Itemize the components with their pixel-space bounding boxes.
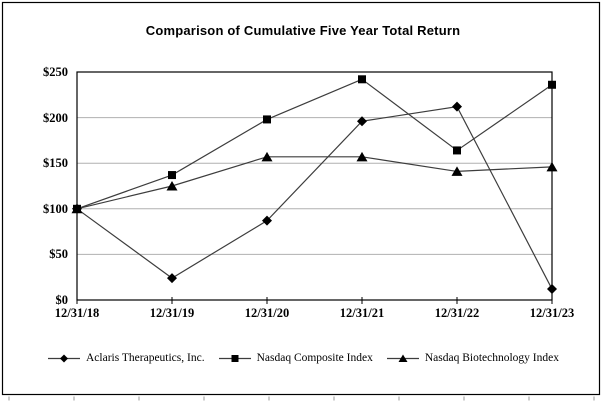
diamond-marker [452, 101, 462, 112]
square-line-marker-icon [218, 354, 251, 362]
series-square [73, 75, 556, 213]
outer-frame [1, 1, 601, 396]
axis-ticks [76, 297, 553, 304]
series-diamond [72, 101, 557, 295]
x-axis-label: 12/31/22 [434, 306, 480, 320]
x-axis-label: 12/31/20 [244, 306, 290, 320]
y-axis-label: $0 [55, 293, 69, 307]
series-line [76, 156, 553, 210]
chart-title: Comparison of Cumulative Five Year Total… [145, 23, 461, 38]
diamond-marker [262, 215, 272, 226]
y-axis-label: $100 [43, 201, 68, 216]
square-marker [263, 115, 271, 124]
triangle-line-marker-icon [386, 354, 419, 362]
series-line [76, 105, 553, 290]
legend-label: Nasdaq Composite Index [256, 352, 373, 364]
triangle-marker [261, 151, 273, 162]
y-axis-label: $50 [49, 247, 68, 262]
legend-label: Nasdaq Biotechnology Index [424, 352, 559, 364]
gridlines [77, 117, 552, 255]
y-axis-label: $150 [43, 156, 68, 171]
legend-label: Aclaris Therapeutics, Inc. [86, 352, 205, 364]
diamond-marker [357, 116, 367, 127]
square-marker [358, 75, 366, 84]
diamond-marker [167, 273, 177, 284]
legend-item-nasdaq-biotech: Nasdaq Biotechnology Index [386, 352, 559, 364]
diamond-marker [547, 284, 557, 295]
square-marker [548, 80, 556, 89]
triangle-marker [451, 166, 463, 176]
x-axis-label: 12/31/18 [54, 306, 100, 320]
x-axis-label: 12/31/21 [339, 306, 385, 320]
y-axis-label: $250 [43, 65, 68, 79]
square-marker [73, 204, 81, 213]
legend: Aclaris Therapeutics, Inc. Nasdaq Compos… [0, 352, 606, 364]
triangle-marker [546, 161, 558, 172]
series-triangle [71, 151, 558, 214]
plot-border [76, 71, 553, 301]
square-marker [453, 146, 461, 155]
x-axis-label: 12/31/19 [149, 306, 195, 320]
square-marker [168, 171, 176, 180]
table-edge-ticks [8, 396, 595, 401]
triangle-marker [356, 151, 368, 162]
legend-item-nasdaq-composite: Nasdaq Composite Index [218, 352, 373, 364]
triangle-marker [166, 181, 178, 191]
series-lines [71, 75, 558, 295]
x-axis-label: 12/31/23 [529, 306, 575, 320]
diamond-line-marker-icon [48, 354, 80, 362]
legend-item-aclaris: Aclaris Therapeutics, Inc. [47, 352, 205, 364]
series-line [76, 78, 553, 210]
y-axis-label: $200 [43, 110, 68, 125]
